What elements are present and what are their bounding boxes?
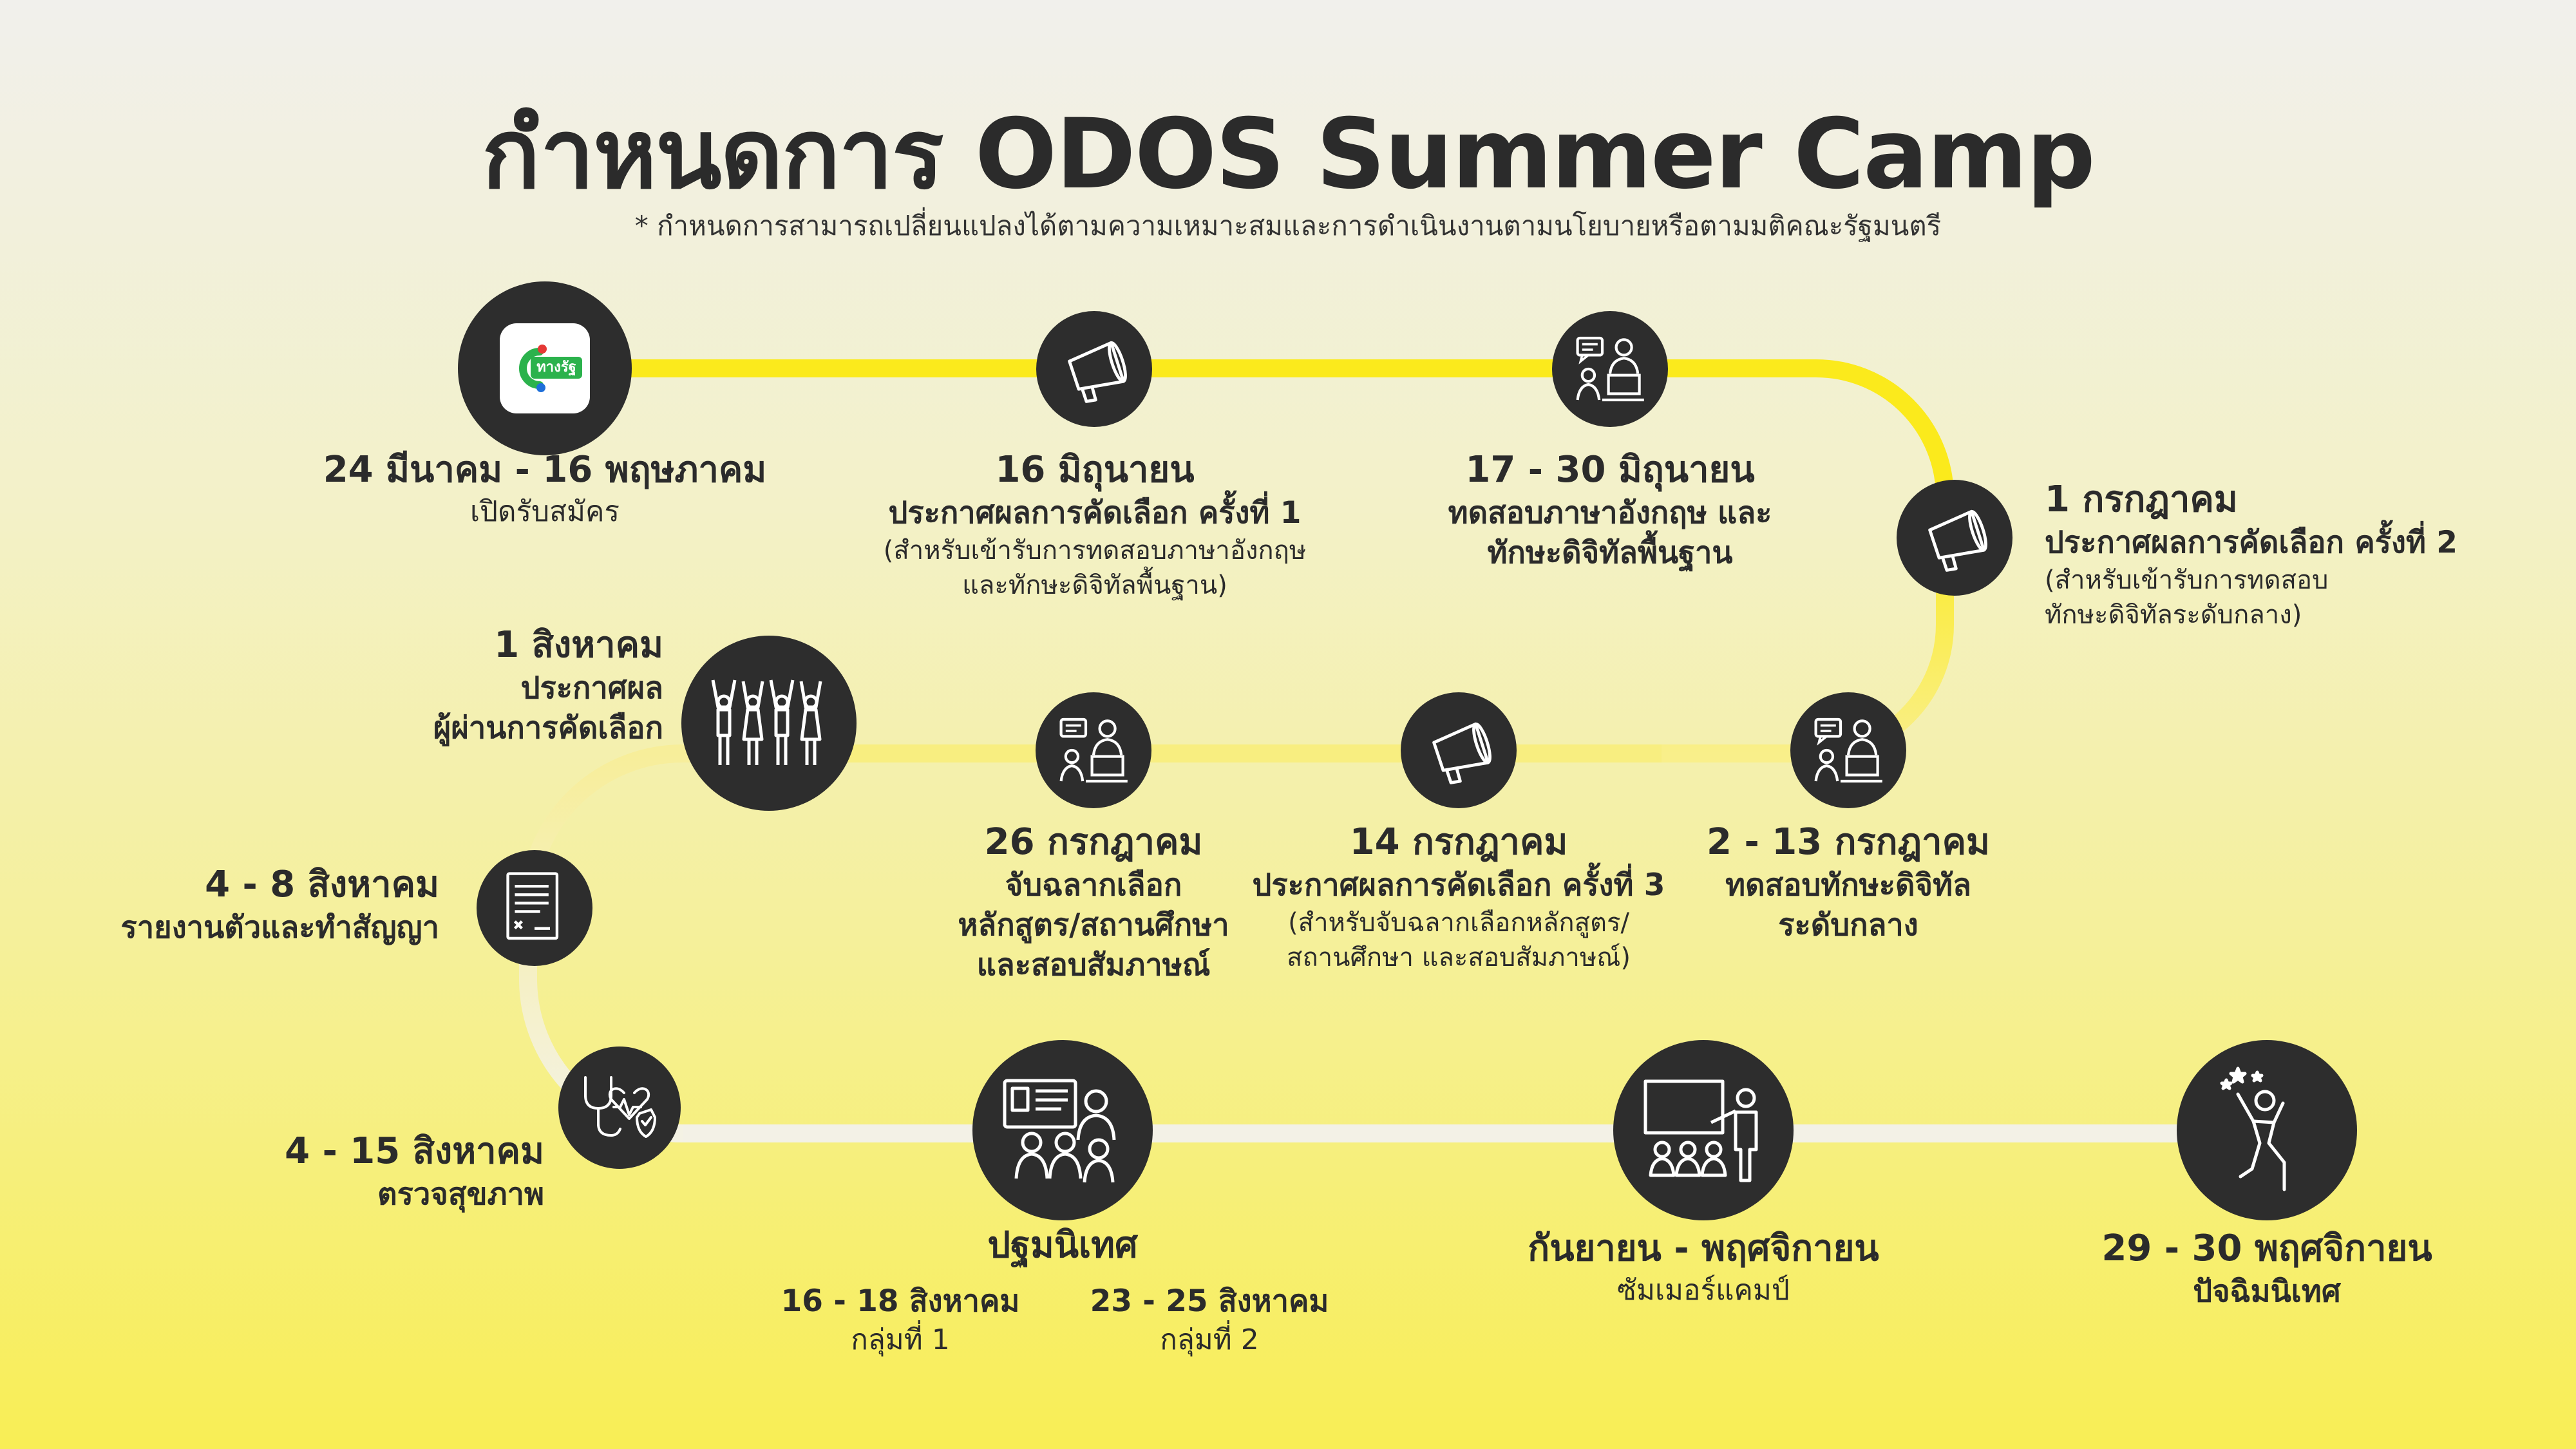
label-test-english-digital: 17 - 30 มิถุนายน ทดสอบภาษาอังกฤษ และ ทัก… [1352, 447, 1868, 573]
contract-document-icon [506, 872, 559, 940]
label-orientation-group-2: 23 - 25 สิงหาคม กลุ่มที่ 2 [1048, 1282, 1370, 1359]
node-orientation [972, 1040, 1153, 1220]
label-announcement-1: 16 มิถุนายน ประกาศผลการคัดเลือก ครั้งที่… [837, 447, 1352, 603]
event-title: ผู้ผ่านการคัดเลือก [433, 710, 663, 746]
page-subtitle: * กำหนดการสามารถเปลี่ยนแปลงได้ตามความเหม… [634, 210, 1942, 242]
node-lottery-interview [1036, 692, 1151, 808]
exam-computer-icon [1576, 336, 1644, 402]
event-title: จับฉลากเลือก [1005, 867, 1182, 903]
megaphone-icon [1068, 341, 1127, 403]
group-label: กลุ่มที่ 1 [851, 1323, 950, 1356]
event-title: และสอบสัมภาษณ์ [976, 947, 1211, 983]
node-report-contract [477, 850, 592, 966]
group-date: 16 - 18 สิงหาคม [781, 1283, 1020, 1319]
label-application: 24 มีนาคม - 16 พฤษภาคม เปิดรับสมัคร [287, 447, 802, 531]
path-row-1 [528, 359, 1954, 498]
label-test-digital-intermediate: 2 - 13 กรกฎาคม ทดสอบทักษะดิจิทัล ระดับกล… [1591, 819, 2106, 945]
node-result-announcement [681, 636, 857, 811]
label-closing: 29 - 30 พฤศจิกายน ปัจฉิมนิเทศ [2009, 1226, 2524, 1312]
event-title: ทักษะดิจิทัลพื้นฐาน [1487, 535, 1733, 571]
node-health-check [558, 1046, 681, 1169]
label-health-check: 4 - 15 สิงหาคม ตรวจสุขภาพ [29, 1128, 544, 1215]
node-test-digital-intermediate [1790, 692, 1906, 808]
health-check-icon [584, 1076, 656, 1138]
label-lottery-interview: 26 กรกฎาคม จับฉลากเลือก หลักสูตร/สถานศึก… [836, 819, 1351, 985]
event-date: กันยายน - พฤศจิกายน [1528, 1227, 1879, 1269]
node-announcement-2 [1897, 480, 2012, 596]
event-title: ประกาศผลการคัดเลือก ครั้งที่ 3 [1252, 867, 1665, 903]
event-title: ประกาศผลการคัดเลือก ครั้งที่ 2 [2045, 525, 2458, 560]
node-announcement-1 [1036, 311, 1152, 427]
event-title: ตรวจสุขภาพ [377, 1177, 544, 1212]
event-title: ทดสอบทักษะดิจิทัล [1725, 867, 1971, 903]
event-date: 4 - 15 สิงหาคม [285, 1130, 544, 1172]
node-application: ทางรัฐ [458, 281, 632, 455]
label-announcement-3: 14 กรกฎาคม ประกาศผลการคัดเลือก ครั้งที่ … [1201, 819, 1716, 975]
event-title: ประกาศผล [520, 670, 663, 706]
node-closing [2177, 1040, 2357, 1220]
event-note: (สำหรับจับฉลากเลือกหลักสูตร/ [1288, 908, 1629, 938]
event-note: สถานศึกษา และสอบสัมภาษณ์) [1287, 943, 1631, 972]
event-title: ปัจฉิมนิเทศ [2193, 1274, 2341, 1309]
node-summer-camp [1613, 1040, 1794, 1220]
event-title: ระดับกลาง [1778, 907, 1918, 943]
group-date: 23 - 25 สิงหาคม [1090, 1283, 1329, 1319]
exam-computer-icon [1814, 717, 1882, 783]
event-date: 1 กรกฎาคม [2045, 478, 2238, 520]
event-date: 1 สิงหาคม [494, 624, 663, 666]
node-announcement-3 [1401, 692, 1517, 808]
event-date: 17 - 30 มิถุนายน [1465, 449, 1755, 491]
page-title: กำหนดการ ODOS Summer Camp [482, 99, 2096, 211]
app-logo-label: ทางรัฐ [531, 357, 582, 379]
event-title: รายงานตัวและทำสัญญา [120, 910, 439, 945]
group-label: กลุ่มที่ 2 [1160, 1323, 1259, 1356]
cheering-people-icon [711, 679, 822, 765]
label-summer-camp: กันยายน - พฤศจิกายน ซัมเมอร์แคมป์ [1446, 1226, 1961, 1309]
event-note: (สำหรับเข้ารับการทดสอบ [2045, 565, 2329, 595]
orientation-class-icon [1003, 1079, 1116, 1183]
label-result-announcement: 1 สิงหาคม ประกาศผล ผู้ผ่านการคัดเลือก [148, 622, 663, 748]
event-date: 14 กรกฎาคม [1349, 821, 1568, 863]
node-test-english-digital [1552, 311, 1668, 427]
event-title: ประกาศผลการคัดเลือก ครั้งที่ 1 [888, 495, 1302, 531]
event-title: ซัมเมอร์แคมป์ [1617, 1274, 1790, 1307]
event-date: 24 มีนาคม - 16 พฤษภาคม [323, 449, 767, 491]
event-title: เปิดรับสมัคร [469, 495, 620, 528]
interview-icon [1059, 717, 1128, 783]
event-date: 16 มิถุนายน [995, 449, 1195, 491]
event-note: (สำหรับเข้ารับการทดสอบภาษาอังกฤษ [883, 536, 1307, 565]
event-date: 29 - 30 พฤศจิกายน [2101, 1227, 2432, 1269]
event-title: ทดสอบภาษาอังกฤษ และ [1448, 495, 1772, 531]
event-note: ทักษะดิจิทัลระดับกลาง) [2045, 600, 2302, 630]
label-announcement-2: 1 กรกฎาคม ประกาศผลการคัดเลือก ครั้งที่ 2… [2045, 477, 2560, 632]
megaphone-icon [1928, 509, 1987, 572]
event-date: 2 - 13 กรกฎาคม [1707, 821, 1990, 863]
event-title: ปฐมนิเทศ [987, 1224, 1138, 1266]
event-note: และทักษะดิจิทัลพื้นฐาน) [962, 571, 1227, 600]
megaphone-icon [1432, 722, 1492, 784]
teacher-classroom-icon [1643, 1079, 1758, 1182]
label-orientation-group-1: 16 - 18 สิงหาคม กลุ่มที่ 1 [739, 1282, 1061, 1359]
event-title: หลักสูตร/สถานศึกษา [958, 907, 1229, 943]
label-orientation: ปฐมนิเทศ [805, 1222, 1320, 1269]
event-date: 26 กรกฎาคม [984, 821, 1203, 863]
thangrat-app-icon: ทางรัฐ [500, 323, 590, 413]
event-date: 4 - 8 สิงหาคม [205, 864, 439, 905]
label-report-contract: 4 - 8 สิงหาคม รายงานตัวและทำสัญญา [0, 862, 439, 948]
celebrating-person-icon [2220, 1066, 2286, 1191]
